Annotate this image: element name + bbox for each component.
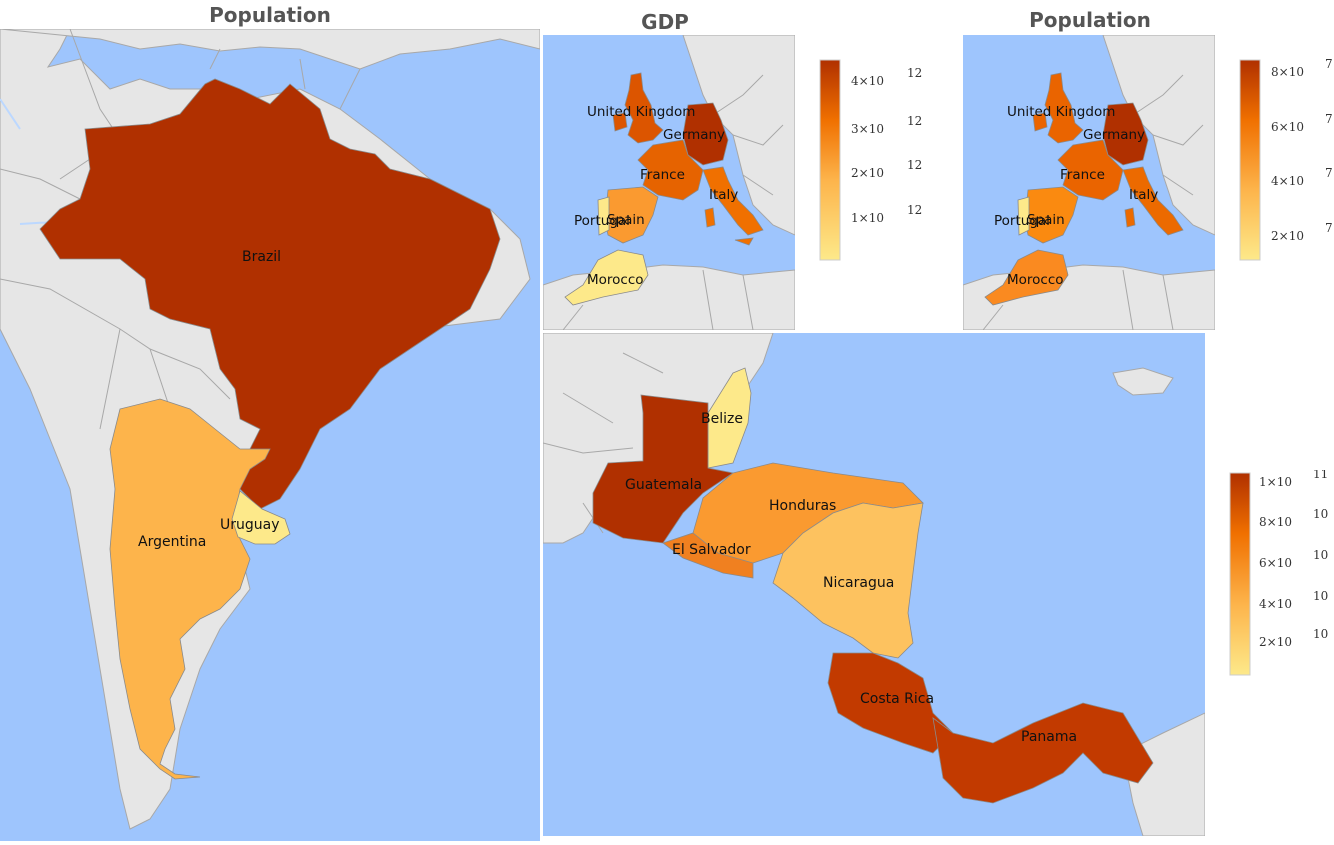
svg-text:12: 12	[907, 158, 922, 172]
country-brazil	[39, 78, 501, 510]
ca-guatemala	[592, 394, 735, 544]
svg-text:10: 10	[1313, 627, 1328, 641]
gdp-uk	[624, 72, 664, 144]
gdp-label-italy: Italy	[709, 187, 738, 203]
pop-tick-3: 6×10	[1271, 120, 1304, 134]
ca-tick-3: 6×10	[1259, 556, 1292, 570]
ca-label-el-salvador: El Salvador	[672, 542, 751, 558]
svg-text:10: 10	[1313, 548, 1328, 562]
svg-text:10: 10	[1313, 589, 1328, 603]
gdp-label-morocco: Morocco	[587, 272, 644, 288]
ca-label-belize: Belize	[701, 411, 743, 427]
europe-population-title: Population	[1029, 8, 1151, 32]
gdp-germany	[682, 102, 729, 166]
pop-tick-2: 4×10	[1271, 174, 1304, 188]
gdp-tick-4: 4×10	[851, 74, 884, 88]
ca-label-panama: Panama	[1021, 729, 1077, 745]
pop-label-italy: Italy	[1129, 187, 1158, 203]
gdp-label-portugal: Portugal	[574, 213, 630, 229]
ca-label-nicaragua: Nicaragua	[823, 575, 894, 591]
ca-el-salvador	[662, 532, 754, 579]
country-uruguay	[231, 490, 291, 545]
gdp-morocco	[564, 249, 649, 306]
gdp-label-france: France	[640, 167, 685, 183]
pop-tick-1: 2×10	[1271, 229, 1304, 243]
pop-label-spain: Spain	[1027, 212, 1065, 228]
svg-text:11: 11	[1313, 470, 1328, 481]
svg-text:7: 7	[1325, 166, 1333, 180]
gdp-france	[637, 139, 704, 201]
ca-tick-5: 1×10	[1259, 475, 1292, 489]
gdp-tick-3: 3×10	[851, 122, 884, 136]
ca-label-guatemala: Guatemala	[625, 477, 702, 493]
gdp-tick-2: 2×10	[851, 166, 884, 180]
ca-label-costa-rica: Costa Rica	[860, 691, 934, 707]
ca-tick-1: 2×10	[1259, 635, 1292, 649]
svg-text:7: 7	[1325, 112, 1333, 126]
country-argentina	[109, 398, 271, 780]
label-uruguay: Uruguay	[220, 517, 280, 533]
south-america-title: Population	[209, 3, 331, 27]
ca-label-honduras: Honduras	[769, 498, 836, 514]
ca-tick-4: 8×10	[1259, 515, 1292, 529]
pop-label-morocco: Morocco	[1007, 272, 1064, 288]
svg-text:7: 7	[1325, 221, 1333, 235]
svg-text:10: 10	[1313, 507, 1328, 521]
central-america-map[interactable]: Belize Guatemala Honduras El Salvador Ni…	[543, 333, 1205, 836]
gdp-label-uk: United Kingdom	[587, 104, 695, 120]
europe-gdp-map[interactable]: United Kingdom Germany France Italy Spai…	[543, 35, 795, 330]
gdp-label-spain: Spain	[607, 212, 645, 228]
svg-text:12: 12	[907, 203, 922, 217]
ca-nicaragua	[772, 502, 924, 659]
pop-label-uk: United Kingdom	[1007, 104, 1115, 120]
label-argentina: Argentina	[138, 534, 206, 550]
pop-label-germany: Germany	[1083, 127, 1145, 143]
gdp-portugal	[597, 196, 610, 236]
population-legend: 2×10 4×10 6×10 8×10 7 7 7 7	[1235, 55, 1334, 265]
ca-tick-2: 4×10	[1259, 597, 1292, 611]
svg-text:7: 7	[1325, 57, 1333, 71]
label-brazil: Brazil	[242, 249, 281, 265]
gdp-italy	[702, 166, 764, 236]
pop-label-france: France	[1060, 167, 1105, 183]
europe-gdp-title: GDP	[641, 10, 689, 34]
svg-text:12: 12	[907, 114, 922, 128]
pop-tick-4: 8×10	[1271, 65, 1304, 79]
south-america-map[interactable]: Brazil Argentina Uruguay	[0, 29, 540, 841]
svg-text:12: 12	[907, 66, 922, 80]
pop-label-portugal: Portugal	[994, 213, 1050, 229]
gdp-tick-1: 1×10	[851, 211, 884, 225]
gdp-label-germany: Germany	[663, 127, 725, 143]
ca-panama	[932, 702, 1154, 804]
europe-population-map[interactable]: United Kingdom Germany France Italy Spai…	[963, 35, 1215, 330]
gdp-legend: 1×10 2×10 3×10 4×10 12 12 12 12	[815, 55, 945, 265]
central-america-legend: 2×10 4×10 6×10 8×10 1×10 10 10 10 10 11	[1225, 470, 1334, 680]
